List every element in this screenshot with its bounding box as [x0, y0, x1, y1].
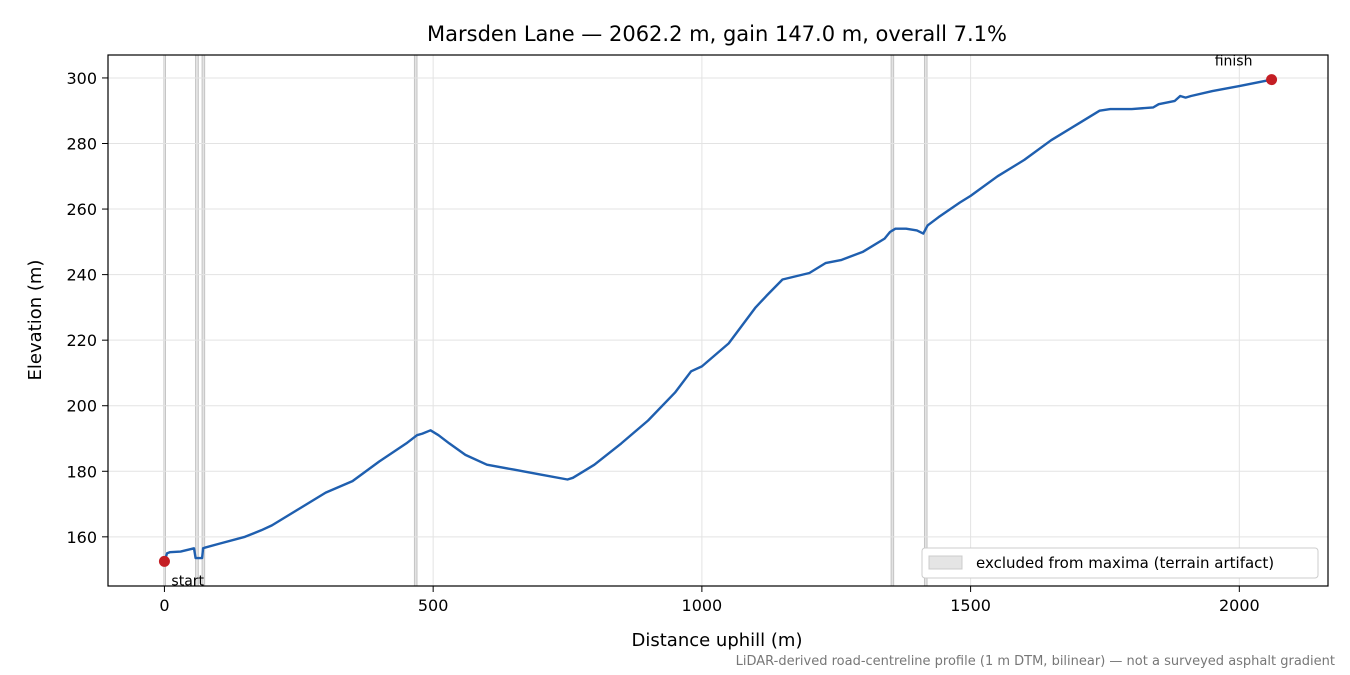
- y-tick-label: 240: [66, 266, 97, 285]
- excluded-bands: [163, 54, 928, 587]
- excluded-band: [201, 54, 206, 587]
- x-tick-label: 1000: [682, 596, 723, 615]
- y-axis-label: Elevation (m): [25, 260, 46, 381]
- plot-frame: [107, 54, 1329, 587]
- y-tick-label: 180: [66, 462, 97, 481]
- axis-ticks: 0 500 1000 1500 2000 160 180 200 220 240 260 280 300: [66, 69, 1259, 615]
- start-label: start: [171, 573, 204, 589]
- y-tick-label: 260: [66, 200, 97, 219]
- finish-marker: [1266, 74, 1278, 86]
- legend-label: excluded from maxima (terrain artifact): [976, 554, 1274, 572]
- footnote: LiDAR-derived road-centreline profile (1…: [736, 654, 1335, 669]
- y-tick-label: 160: [66, 528, 97, 547]
- elevation-line: [163, 78, 1273, 563]
- legend: excluded from maxima (terrain artifact): [921, 547, 1319, 579]
- y-tick-label: 300: [66, 69, 97, 88]
- legend-swatch: [928, 555, 963, 570]
- endpoint-markers: start finish: [158, 54, 1278, 589]
- chart-title: Marsden Lane — 2062.2 m, gain 147.0 m, o…: [427, 22, 1007, 46]
- x-axis-label: Distance uphill (m): [632, 630, 803, 651]
- series-layer: [163, 78, 1273, 563]
- x-tick-label: 1500: [950, 596, 991, 615]
- start-marker: [158, 555, 170, 567]
- x-tick-label: 500: [418, 596, 449, 615]
- x-tick-label: 2000: [1219, 596, 1260, 615]
- legend-frame: [921, 547, 1319, 579]
- y-tick-label: 280: [66, 135, 97, 154]
- excluded-band: [923, 54, 928, 587]
- y-tick-label: 220: [66, 331, 97, 350]
- grid-lines: [108, 55, 1328, 586]
- x-tick-label: 0: [159, 596, 169, 615]
- excluded-band: [195, 54, 199, 587]
- finish-label: finish: [1215, 54, 1253, 70]
- y-tick-label: 200: [66, 397, 97, 416]
- excluded-band: [413, 54, 418, 587]
- excluded-band: [890, 54, 895, 587]
